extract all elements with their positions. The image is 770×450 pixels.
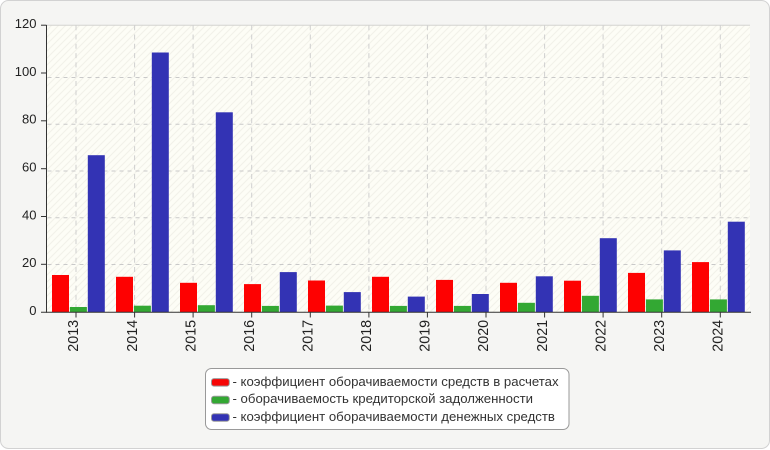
svg-text:120: 120 — [15, 16, 37, 31]
svg-text:- оборачиваемость кредиторской: - оборачиваемость кредиторской задолженн… — [233, 391, 534, 406]
svg-text:2017: 2017 — [301, 320, 317, 352]
svg-text:20: 20 — [22, 255, 36, 270]
svg-text:2022: 2022 — [593, 320, 609, 352]
svg-text:2023: 2023 — [652, 320, 668, 352]
svg-text:100: 100 — [15, 64, 37, 79]
svg-text:- коэффициент оборачиваемости: - коэффициент оборачиваемости средств в … — [233, 374, 560, 389]
svg-text:2013: 2013 — [66, 320, 82, 352]
svg-text:40: 40 — [22, 207, 36, 222]
svg-text:2020: 2020 — [476, 320, 492, 352]
svg-text:2018: 2018 — [359, 320, 375, 352]
svg-text:2016: 2016 — [242, 320, 258, 352]
svg-text:80: 80 — [22, 112, 36, 127]
svg-text:2015: 2015 — [183, 320, 199, 352]
svg-text:2024: 2024 — [711, 320, 727, 352]
svg-text:- коэффициент оборачиваемости: - коэффициент оборачиваемости денежных с… — [233, 409, 555, 424]
svg-text:2014: 2014 — [125, 320, 141, 352]
svg-text:2019: 2019 — [418, 320, 434, 352]
svg-text:0: 0 — [29, 303, 36, 318]
svg-text:2021: 2021 — [535, 320, 551, 352]
svg-text:60: 60 — [22, 160, 36, 175]
